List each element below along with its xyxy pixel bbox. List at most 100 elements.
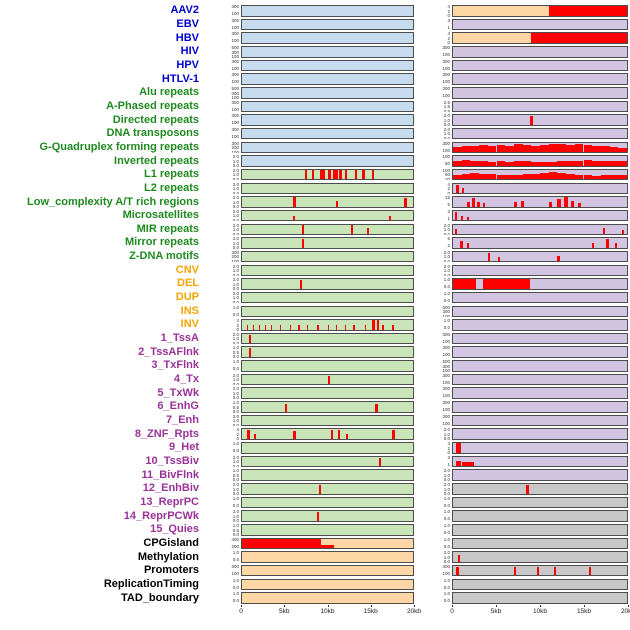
y-axis-ticks-left: 300 100: [205, 128, 241, 140]
y-tick-label: 2.0: [232, 278, 239, 283]
y-tick-label: 1.0: [232, 268, 239, 274]
x-tick-label: 15kb: [576, 608, 592, 616]
track-label: AAV2: [170, 4, 199, 17]
data-bar: [353, 325, 355, 330]
data-bar: [557, 199, 561, 207]
y-tick-label: 0: [236, 327, 239, 331]
data-bar: [522, 145, 532, 153]
y-tick-label: 500: [231, 46, 239, 51]
track-row: CPGisland 400 200 1.0 0.0: [0, 537, 630, 551]
y-tick-label: 1.0: [232, 496, 239, 501]
y-tick-label: 2.0: [232, 373, 239, 378]
x-tick-mark: [628, 604, 629, 608]
data-bar: [574, 174, 584, 180]
track-panel-right: [452, 469, 628, 481]
track-panel-left: [241, 155, 414, 167]
track-label: Methylation: [137, 550, 199, 563]
track-row: 8_ZNF_Rpts 4 2 0 2.0 1.0 0.0: [0, 427, 630, 441]
track-label: INS: [180, 304, 199, 317]
data-bar: [571, 201, 575, 207]
x-tick-label: 0: [450, 608, 454, 616]
track-label: 4_Tx: [173, 373, 199, 386]
track-panel-right: [452, 155, 628, 167]
y-tick-label: 1.0: [443, 268, 450, 274]
y-tick-label: 2.0: [443, 223, 450, 228]
y-axis-ticks-left: 1.0 0.5 0.0: [205, 469, 241, 481]
data-bar: [602, 228, 605, 235]
y-tick-label: 1.0: [232, 459, 239, 465]
data-bar: [557, 173, 567, 180]
track-panel-left: [241, 332, 414, 345]
track-row: INV 4 2 0 1.0 0.0: [0, 318, 630, 332]
data-bar: [377, 320, 380, 330]
y-axis-ticks-left: 300 100: [205, 114, 241, 126]
y-tick-label: 300: [231, 127, 239, 132]
track-panel-right: [452, 373, 628, 386]
y-axis-ticks-left: 1.0 0.0: [205, 442, 241, 454]
data-bar: [548, 161, 558, 166]
y-axis-ticks-left: 300 200 100: [205, 251, 241, 263]
data-bar: [389, 216, 392, 221]
track-panel-right: [452, 18, 628, 31]
data-bar: [466, 243, 470, 248]
y-tick-label: 0.0: [443, 258, 450, 263]
track-panel-right: [452, 401, 628, 413]
track-panel-left: [241, 346, 414, 358]
data-bar: [487, 145, 497, 153]
track-label: HBV: [175, 31, 199, 44]
track-panel-right: [452, 127, 628, 140]
y-axis-ticks-right: 2.0 1.0 0.0: [437, 251, 452, 263]
track-panel-left: [241, 114, 414, 126]
y-axis-ticks-left: 500 300 100: [205, 46, 241, 58]
y-tick-label: 2: [447, 243, 450, 249]
data-bar: [553, 566, 557, 576]
track-panel-left: [241, 182, 414, 195]
y-axis-ticks-left: 1.0 0.5 0.0: [205, 524, 241, 536]
track-panel-right: [452, 250, 628, 263]
y-tick-label: 0.0: [232, 231, 239, 236]
y-axis-ticks-left: 1.0 0.5 0.0: [205, 401, 241, 413]
track-row: Directed repeats 300 100 2.0 1.0 0.0: [0, 113, 630, 127]
track-row: AAV2 300 100 4 2 0: [0, 4, 630, 18]
y-tick-label: 2.0: [232, 209, 239, 214]
y-tick-label: 2.0: [443, 264, 450, 269]
y-tick-label: 4: [447, 5, 450, 10]
track-label: 9_Het: [169, 441, 199, 454]
data-bar: [371, 169, 374, 180]
data-bar: [271, 325, 273, 330]
data-bar: [392, 430, 395, 439]
y-axis-ticks-left: 300 100: [205, 60, 241, 72]
y-axis-ticks-right: 300 100: [437, 142, 452, 154]
y-tick-label: 0.0: [232, 477, 239, 481]
y-axis-ticks-right: 2.0 1.0 0.0: [437, 483, 452, 495]
y-tick-label: 2: [236, 322, 239, 328]
track-panel-right: [452, 196, 628, 208]
data-bar: [470, 160, 480, 166]
data-bar: [487, 253, 491, 262]
y-tick-label: 1.0: [232, 213, 239, 219]
track-panel-left: [241, 87, 414, 99]
y-tick-label: 2.0: [443, 483, 450, 488]
track-label: 12_EnhBiv: [142, 482, 199, 495]
track-row: 2_TssAFlnk 1.0 0.5 0.0 300 100: [0, 345, 630, 359]
y-tick-label: 1: [447, 461, 450, 467]
y-tick-label: 0.5: [232, 349, 239, 355]
track-label: Promoters: [143, 564, 199, 577]
y-axis-ticks-left: 2.0 1.0 0.0: [205, 483, 241, 495]
track-row: Methylation 1.0 0.5 2.0 1.0 0.0: [0, 550, 630, 564]
data-bar: [351, 224, 354, 235]
data-bar: [482, 202, 486, 207]
data-bar: [513, 161, 523, 166]
data-bar: [557, 161, 567, 166]
data-bar: [531, 161, 540, 166]
y-tick-label: 1.0: [232, 401, 239, 406]
y-axis-ticks-left: 2.0 1.0 0.0: [205, 155, 241, 167]
data-bar: [566, 160, 575, 166]
y-tick-label: 0.5: [232, 557, 239, 563]
data-bar: [247, 325, 249, 330]
y-axis-ticks-left: 1.0 0.5: [205, 551, 241, 563]
y-tick-label: 1.0: [232, 227, 239, 233]
y-axis-ticks-right: 2.0 1.0 0.0: [437, 551, 452, 563]
y-tick-label: 2.0: [232, 387, 239, 392]
y-tick-label: 1.0: [443, 510, 450, 515]
